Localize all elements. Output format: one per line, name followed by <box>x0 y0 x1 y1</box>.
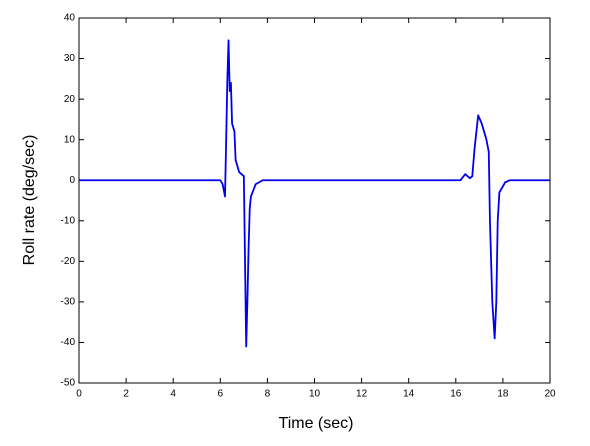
y-tick-label: -50 <box>61 378 76 389</box>
plot-frame <box>78 17 551 384</box>
x-tick-label: 18 <box>497 389 509 400</box>
x-tick-label: 16 <box>450 389 462 400</box>
y-tick-label: 20 <box>64 94 76 105</box>
x-tick-label: 6 <box>218 389 224 400</box>
x-tick-label: 4 <box>170 389 176 400</box>
y-tick-label: 40 <box>64 13 76 24</box>
x-tick-label: 12 <box>356 389 368 400</box>
y-tick-label: 30 <box>64 53 76 64</box>
y-tick-label: -20 <box>61 256 76 267</box>
data-line <box>79 39 550 348</box>
x-tick-label: 8 <box>265 389 271 400</box>
y-axis-label: Roll rate (deg/sec) <box>21 135 38 266</box>
y-tick-label: -30 <box>61 297 76 308</box>
x-tick-label: 2 <box>123 389 129 400</box>
y-tick-label: -40 <box>61 337 76 348</box>
x-tick-label: 20 <box>544 389 556 400</box>
x-tick-label: 14 <box>403 389 415 400</box>
x-tick-label: 0 <box>76 389 82 400</box>
y-tick-label: 0 <box>69 175 75 186</box>
x-axis-label: Time (sec) <box>279 415 354 432</box>
x-tick-label: 10 <box>309 389 321 400</box>
y-tick-label: 10 <box>64 134 76 145</box>
y-tick-label: -10 <box>61 215 76 226</box>
